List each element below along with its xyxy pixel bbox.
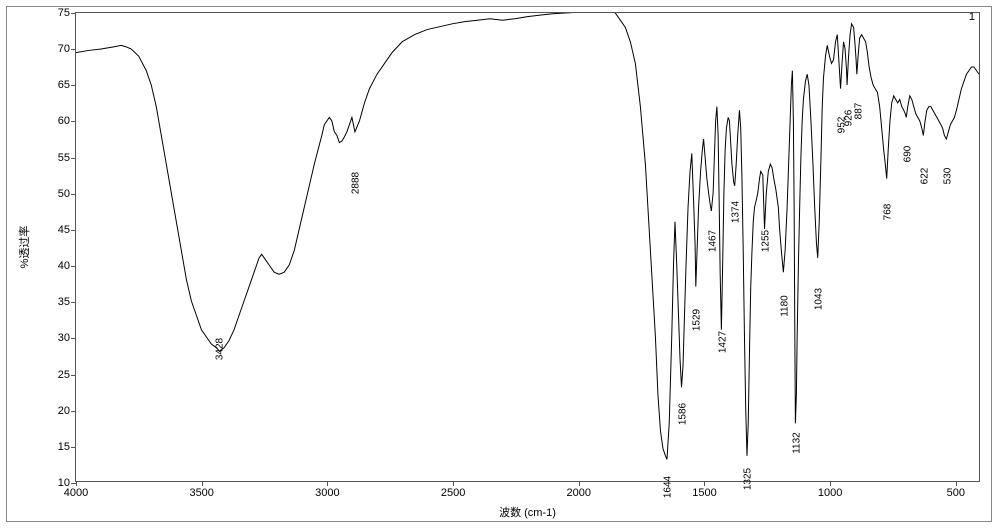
y-tick-mark [71, 266, 76, 267]
x-tick-mark [830, 481, 831, 486]
peak-label: 1529 [692, 309, 703, 331]
y-tick-mark [71, 85, 76, 86]
peak-label: 2888 [350, 172, 361, 194]
peak-label: 1043 [814, 287, 825, 309]
y-tick-mark [71, 447, 76, 448]
peak-label: 768 [883, 203, 894, 220]
peak-label: 1180 [779, 295, 790, 317]
peak-label: 1644 [663, 475, 674, 497]
y-tick-mark [71, 375, 76, 376]
y-tick-mark [71, 158, 76, 159]
plot-area: 1 10152025303540455055606570754000350030… [75, 12, 980, 482]
y-tick-label: 70 [58, 43, 70, 55]
y-tick-mark [71, 13, 76, 14]
peak-label: 887 [853, 102, 864, 119]
y-tick-label: 15 [58, 441, 70, 453]
y-tick-label: 40 [58, 260, 70, 272]
y-tick-mark [71, 49, 76, 50]
y-tick-mark [71, 230, 76, 231]
y-tick-label: 75 [58, 7, 70, 19]
peak-label: 530 [943, 167, 954, 184]
peak-label: 1586 [677, 403, 688, 425]
y-tick-label: 25 [58, 369, 70, 381]
x-tick-label: 1000 [818, 487, 842, 499]
y-tick-label: 30 [58, 332, 70, 344]
x-tick-label: 3000 [315, 487, 339, 499]
x-axis-label: 波数 (cm-1) [499, 504, 556, 520]
spectrum-line [76, 13, 979, 481]
y-tick-mark [71, 121, 76, 122]
x-tick-label: 1500 [692, 487, 716, 499]
y-tick-mark [71, 338, 76, 339]
x-tick-mark [453, 481, 454, 486]
x-tick-label: 4000 [64, 487, 88, 499]
peak-label: 1427 [717, 331, 728, 353]
peak-label: 622 [920, 167, 931, 184]
y-tick-mark [71, 411, 76, 412]
y-axis-label: %透过率 [16, 226, 32, 269]
peak-label: 1325 [743, 468, 754, 490]
y-tick-label: 20 [58, 405, 70, 417]
y-tick-label: 55 [58, 152, 70, 164]
peak-label: 1132 [791, 432, 802, 454]
peak-label: 1467 [707, 230, 718, 252]
y-tick-label: 50 [58, 188, 70, 200]
peak-label: 1255 [761, 230, 772, 252]
chart-container: 1 10152025303540455055606570754000350030… [0, 0, 1000, 530]
x-tick-mark [704, 481, 705, 486]
y-tick-mark [71, 302, 76, 303]
x-tick-mark [327, 481, 328, 486]
x-tick-label: 2000 [567, 487, 591, 499]
x-tick-mark [579, 481, 580, 486]
x-tick-label: 500 [947, 487, 965, 499]
x-tick-mark [956, 481, 957, 486]
y-tick-mark [71, 194, 76, 195]
y-tick-label: 35 [58, 296, 70, 308]
y-tick-label: 65 [58, 79, 70, 91]
x-tick-label: 3500 [189, 487, 213, 499]
x-tick-mark [202, 481, 203, 486]
peak-label: 690 [903, 146, 914, 163]
peak-label: 1374 [731, 201, 742, 223]
peak-label: 3428 [214, 338, 225, 360]
x-tick-label: 2500 [441, 487, 465, 499]
x-tick-mark [76, 481, 77, 486]
y-tick-label: 45 [58, 224, 70, 236]
y-tick-label: 60 [58, 115, 70, 127]
